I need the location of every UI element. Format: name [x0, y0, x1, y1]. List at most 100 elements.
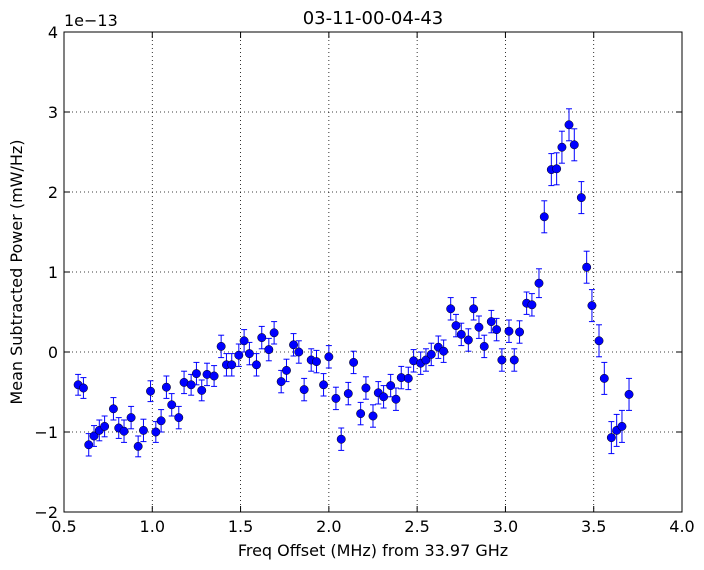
- data-point: [439, 339, 449, 363]
- data-marker: [289, 340, 298, 350]
- axis-ticks: 0.5 1.0 1.5 2.0 2.5 3.0 3.5 4.0 −2 −1 0 1 2 3 4: [34, 23, 694, 536]
- data-point: [469, 297, 479, 321]
- data-marker: [174, 413, 184, 423]
- data-marker: [421, 355, 431, 365]
- data-marker: [527, 300, 537, 310]
- data-point: [515, 320, 525, 344]
- data-point: [396, 365, 406, 390]
- data-marker: [227, 360, 237, 370]
- y-tick-label: 2: [48, 183, 58, 202]
- x-tick-label: 3.0: [493, 517, 518, 536]
- y-offset-label: 1e−13: [64, 11, 118, 30]
- data-point: [234, 343, 244, 367]
- data-marker: [386, 381, 396, 391]
- data-point: [582, 250, 592, 284]
- data-marker: [167, 400, 177, 410]
- data-point: [336, 427, 346, 451]
- data-marker: [497, 355, 507, 365]
- data-marker: [331, 393, 341, 403]
- data-marker: [294, 347, 304, 357]
- data-marker: [391, 394, 401, 404]
- data-point: [202, 362, 212, 387]
- data-point: [356, 401, 366, 426]
- data-point: [576, 181, 586, 215]
- data-point: [282, 358, 291, 383]
- data-marker: [557, 142, 567, 152]
- data-point: [269, 321, 279, 345]
- y-tick-label: 1: [48, 263, 58, 282]
- data-marker: [336, 434, 346, 444]
- data-point: [599, 361, 609, 395]
- data-point: [624, 377, 634, 411]
- data-marker: [504, 326, 514, 336]
- data-marker: [463, 335, 473, 345]
- data-marker: [312, 357, 321, 367]
- data-point: [294, 340, 304, 364]
- data-marker: [474, 322, 484, 332]
- data-point: [552, 152, 562, 186]
- data-marker: [84, 440, 94, 450]
- data-point: [139, 418, 148, 443]
- data-point: [564, 108, 574, 142]
- data-marker: [89, 431, 99, 441]
- data-marker: [479, 341, 489, 351]
- x-axis-label: Freq Offset (MHz) from 33.97 GHz: [238, 541, 508, 560]
- data-marker: [456, 329, 466, 339]
- data-marker: [486, 317, 496, 327]
- data-marker: [446, 304, 456, 314]
- data-point: [403, 366, 413, 391]
- data-point: [557, 130, 567, 164]
- data-point: [451, 313, 461, 338]
- y-tick-label: 3: [48, 103, 58, 122]
- data-marker: [146, 386, 155, 396]
- data-marker: [368, 411, 378, 421]
- data-marker: [264, 345, 274, 355]
- data-point: [191, 361, 201, 386]
- x-tick-label: 1.5: [228, 517, 253, 536]
- y-tick-label: −1: [34, 423, 58, 442]
- data-point: [227, 353, 237, 377]
- data-marker: [617, 421, 627, 431]
- data-marker: [539, 212, 549, 222]
- data-marker: [469, 304, 479, 314]
- x-tick-label: 4.0: [669, 517, 694, 536]
- data-marker: [379, 392, 389, 402]
- data-marker: [324, 352, 334, 362]
- data-point: [446, 297, 456, 321]
- data-marker: [257, 333, 267, 343]
- data-point: [527, 293, 537, 317]
- data-point: [368, 404, 378, 428]
- data-point: [239, 329, 249, 353]
- data-point: [264, 337, 274, 362]
- data-marker: [451, 321, 461, 331]
- data-point: [299, 377, 309, 402]
- x-tick-label: 2.0: [316, 517, 341, 536]
- x-tick-label: 0.5: [51, 517, 76, 536]
- data-marker: [244, 349, 254, 359]
- data-marker: [582, 262, 592, 272]
- data-marker: [564, 120, 574, 130]
- data-marker: [426, 349, 436, 359]
- data-marker: [100, 421, 110, 431]
- data-point: [349, 350, 359, 375]
- data-point: [89, 425, 99, 447]
- data-marker: [197, 385, 207, 395]
- data-marker: [361, 383, 371, 393]
- data-point: [594, 324, 604, 358]
- data-point: [324, 345, 334, 369]
- data-marker: [492, 325, 502, 335]
- data-point: [587, 289, 597, 323]
- data-marker: [269, 328, 279, 338]
- data-point: [319, 373, 329, 397]
- data-point: [126, 405, 136, 430]
- data-point: [343, 381, 353, 406]
- data-point: [617, 409, 627, 443]
- data-point: [534, 268, 544, 299]
- chart-title: 03-11-00-04-43: [303, 8, 444, 29]
- data-marker: [569, 140, 579, 150]
- data-marker: [509, 355, 519, 365]
- data-point: [421, 348, 431, 372]
- x-tick-label: 1.0: [140, 517, 165, 536]
- data-marker: [209, 371, 219, 381]
